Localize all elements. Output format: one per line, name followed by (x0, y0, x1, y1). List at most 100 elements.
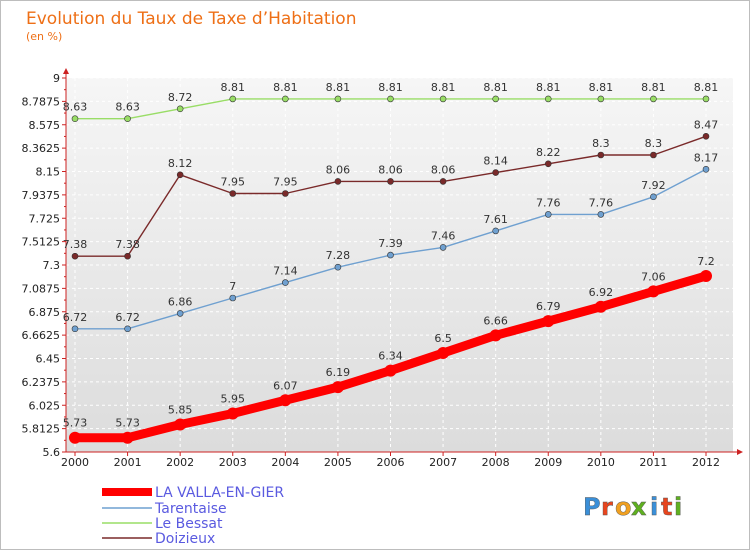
data-label: 8.81 (326, 81, 351, 94)
series-group: 6.72 6.72 6.86 7 7.14 7.28 7.39 7.46 7.61 7.76 7.7… (63, 81, 719, 444)
x-tick-label: 2002 (166, 456, 194, 469)
data-label: 8.3 (592, 137, 610, 150)
data-point (334, 263, 342, 271)
legend-label: Doizieux (155, 531, 215, 547)
y-tick-label: 7.725 (29, 212, 61, 225)
data-label: 8.22 (536, 146, 561, 159)
data-label: 6.19 (326, 366, 351, 379)
data-point (282, 95, 289, 103)
data-label: 7.06 (641, 270, 666, 283)
data-label: 8.63 (63, 101, 88, 114)
data-label: 8.72 (168, 91, 193, 104)
data-label: 5.85 (168, 404, 193, 417)
x-tick-label: 2011 (639, 456, 667, 469)
data-label: 7 (229, 280, 236, 293)
data-point (334, 95, 342, 103)
x-tick-label: 2003 (219, 456, 247, 469)
data-label: 7.38 (115, 238, 140, 251)
data-point (121, 431, 134, 444)
data-label: 6.34 (378, 350, 403, 363)
x-tick-label: 2004 (271, 456, 299, 469)
y-tick-label: 8.575 (29, 119, 61, 132)
data-label: 7.28 (326, 249, 351, 262)
data-label: 6.66 (483, 314, 508, 327)
y-axis-arrow (63, 68, 69, 74)
data-label: 7.95 (221, 176, 246, 189)
data-point (650, 151, 657, 159)
y-tick-label: 6.45 (36, 353, 61, 366)
x-tick-label: 2006 (377, 456, 405, 469)
data-point (387, 95, 394, 103)
data-label: 8.3 (645, 137, 663, 150)
data-point (334, 178, 342, 185)
data-point (229, 190, 237, 197)
data-label: 7.2 (697, 255, 715, 268)
data-label: 8.81 (589, 81, 614, 94)
logo-letter: o (615, 493, 632, 521)
data-point (282, 279, 289, 286)
data-label: 6.07 (273, 379, 298, 392)
data-point (229, 95, 237, 103)
data-point (71, 325, 79, 333)
data-label: 8.14 (483, 155, 508, 168)
legend-label: Tarentaise (154, 501, 227, 517)
data-label: 7.38 (63, 238, 88, 251)
y-tick-label: 5.8125 (22, 423, 61, 436)
data-label: 8.81 (431, 81, 456, 94)
legend-label: Le Bessat (155, 516, 223, 532)
series-doizieux: 7.38 7.38 8.12 7.95 7.95 8.06 8.06 8.06 8.14 8.22… (63, 118, 719, 260)
plot-background (66, 78, 733, 452)
data-label: 7.39 (378, 237, 403, 250)
y-tick-label: 8.3625 (22, 142, 61, 155)
data-label: 8.81 (273, 81, 298, 94)
data-point (124, 252, 131, 260)
data-label: 6.72 (63, 311, 88, 324)
y-tick-label: 8.7875 (22, 95, 61, 108)
data-label: 8.12 (168, 157, 193, 170)
data-label: 6.79 (536, 300, 561, 313)
logo-letter: r (601, 493, 613, 521)
data-point (174, 418, 187, 431)
data-point (650, 95, 657, 103)
data-point (279, 394, 292, 407)
y-tick-label: 6.875 (29, 306, 61, 319)
y-tick-label: 7.0875 (22, 282, 61, 295)
data-point (176, 310, 184, 317)
data-point (544, 95, 552, 103)
data-label: 8.47 (694, 118, 719, 131)
data-point (597, 211, 605, 218)
data-point (597, 95, 605, 103)
data-point (439, 95, 447, 103)
y-tick-label: 5.6 (43, 446, 61, 459)
data-point (702, 95, 710, 103)
data-label: 5.73 (63, 417, 88, 430)
series-le-bessat: 8.63 8.63 8.72 8.81 8.81 8.81 8.81 8.81 8.81 8.81… (63, 81, 718, 122)
data-label: 8.06 (431, 163, 456, 176)
data-point (124, 325, 131, 333)
x-tick-label: 2010 (587, 456, 615, 469)
data-point (647, 285, 660, 298)
x-tick-label: 2005 (324, 456, 352, 469)
data-point (489, 329, 502, 342)
data-label: 5.73 (115, 417, 140, 430)
x-tick-label: 2000 (61, 456, 89, 469)
data-point (71, 115, 79, 122)
data-point (282, 190, 289, 197)
data-label: 6.92 (589, 286, 614, 299)
data-point (700, 270, 712, 282)
y-tick-label: 7.5125 (22, 236, 61, 249)
data-label: 8.81 (641, 81, 666, 94)
y-tick-label: 6.025 (29, 399, 61, 412)
data-point (492, 95, 499, 103)
data-point (226, 407, 239, 420)
data-label: 8.81 (483, 81, 508, 94)
data-label: 8.81 (221, 81, 246, 94)
data-point (124, 115, 131, 122)
series-la-valla-en-gier: 5.73 5.73 5.85 5.95 6.07 6.19 6.34 6.5 6.66 6.79 6… (63, 255, 715, 444)
data-label: 5.95 (221, 393, 246, 406)
data-point (650, 193, 657, 201)
data-point (439, 178, 447, 185)
